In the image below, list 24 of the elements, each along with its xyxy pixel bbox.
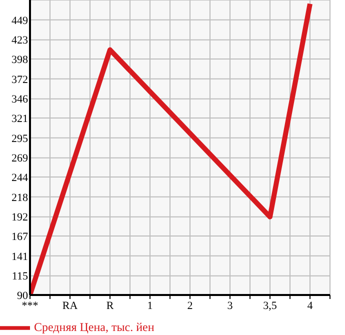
- y-tick-label: 218: [12, 192, 28, 204]
- x-tick-label: R: [106, 300, 114, 312]
- x-tick-label: 4: [307, 300, 314, 312]
- x-tick-label: RA: [62, 300, 78, 312]
- x-tick-label: 1: [147, 300, 153, 312]
- y-tick-label: 192: [12, 212, 28, 224]
- legend-label: Средняя Цена, тыс. йен: [34, 320, 154, 334]
- y-tick-label: 423: [12, 34, 28, 47]
- y-tick-label: 398: [12, 54, 28, 66]
- y-tick-label: 372: [12, 74, 28, 86]
- x-tick-label: 3: [227, 300, 234, 312]
- y-tick-label: 115: [12, 270, 28, 283]
- y-tick-label: 321: [12, 112, 28, 125]
- x-tick-label: 3,5: [263, 300, 278, 312]
- y-tick-label: 141: [12, 250, 28, 263]
- y-tick-label: 295: [12, 132, 28, 145]
- y-tick-label: 167: [12, 230, 28, 243]
- y-tick-label: 269: [12, 152, 28, 165]
- x-tick-label: 2: [187, 300, 193, 312]
- y-tick-label: 244: [12, 172, 28, 184]
- x-tick-label: ***: [22, 300, 38, 312]
- y-tick-label: 449: [12, 14, 28, 27]
- y-tick-label: 90: [17, 290, 28, 302]
- y-tick-label: 346: [12, 94, 28, 106]
